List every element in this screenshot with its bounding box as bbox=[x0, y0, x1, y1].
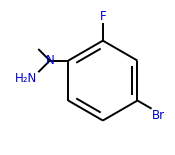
Text: H₂N: H₂N bbox=[15, 72, 37, 85]
Text: F: F bbox=[100, 10, 106, 23]
Text: Br: Br bbox=[152, 109, 165, 122]
Text: N: N bbox=[46, 54, 54, 67]
